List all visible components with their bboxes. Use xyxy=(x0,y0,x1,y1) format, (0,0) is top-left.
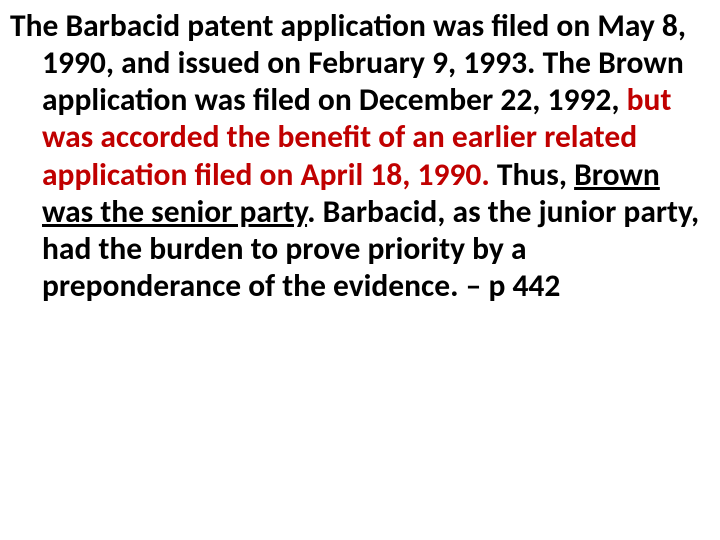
text-segment-thus: Thus, xyxy=(497,156,574,194)
body-paragraph: The Barbacid patent application was file… xyxy=(10,8,710,305)
text-segment-1: The Barbacid patent application was file… xyxy=(10,7,686,119)
slide: The Barbacid patent application was file… xyxy=(0,0,720,540)
